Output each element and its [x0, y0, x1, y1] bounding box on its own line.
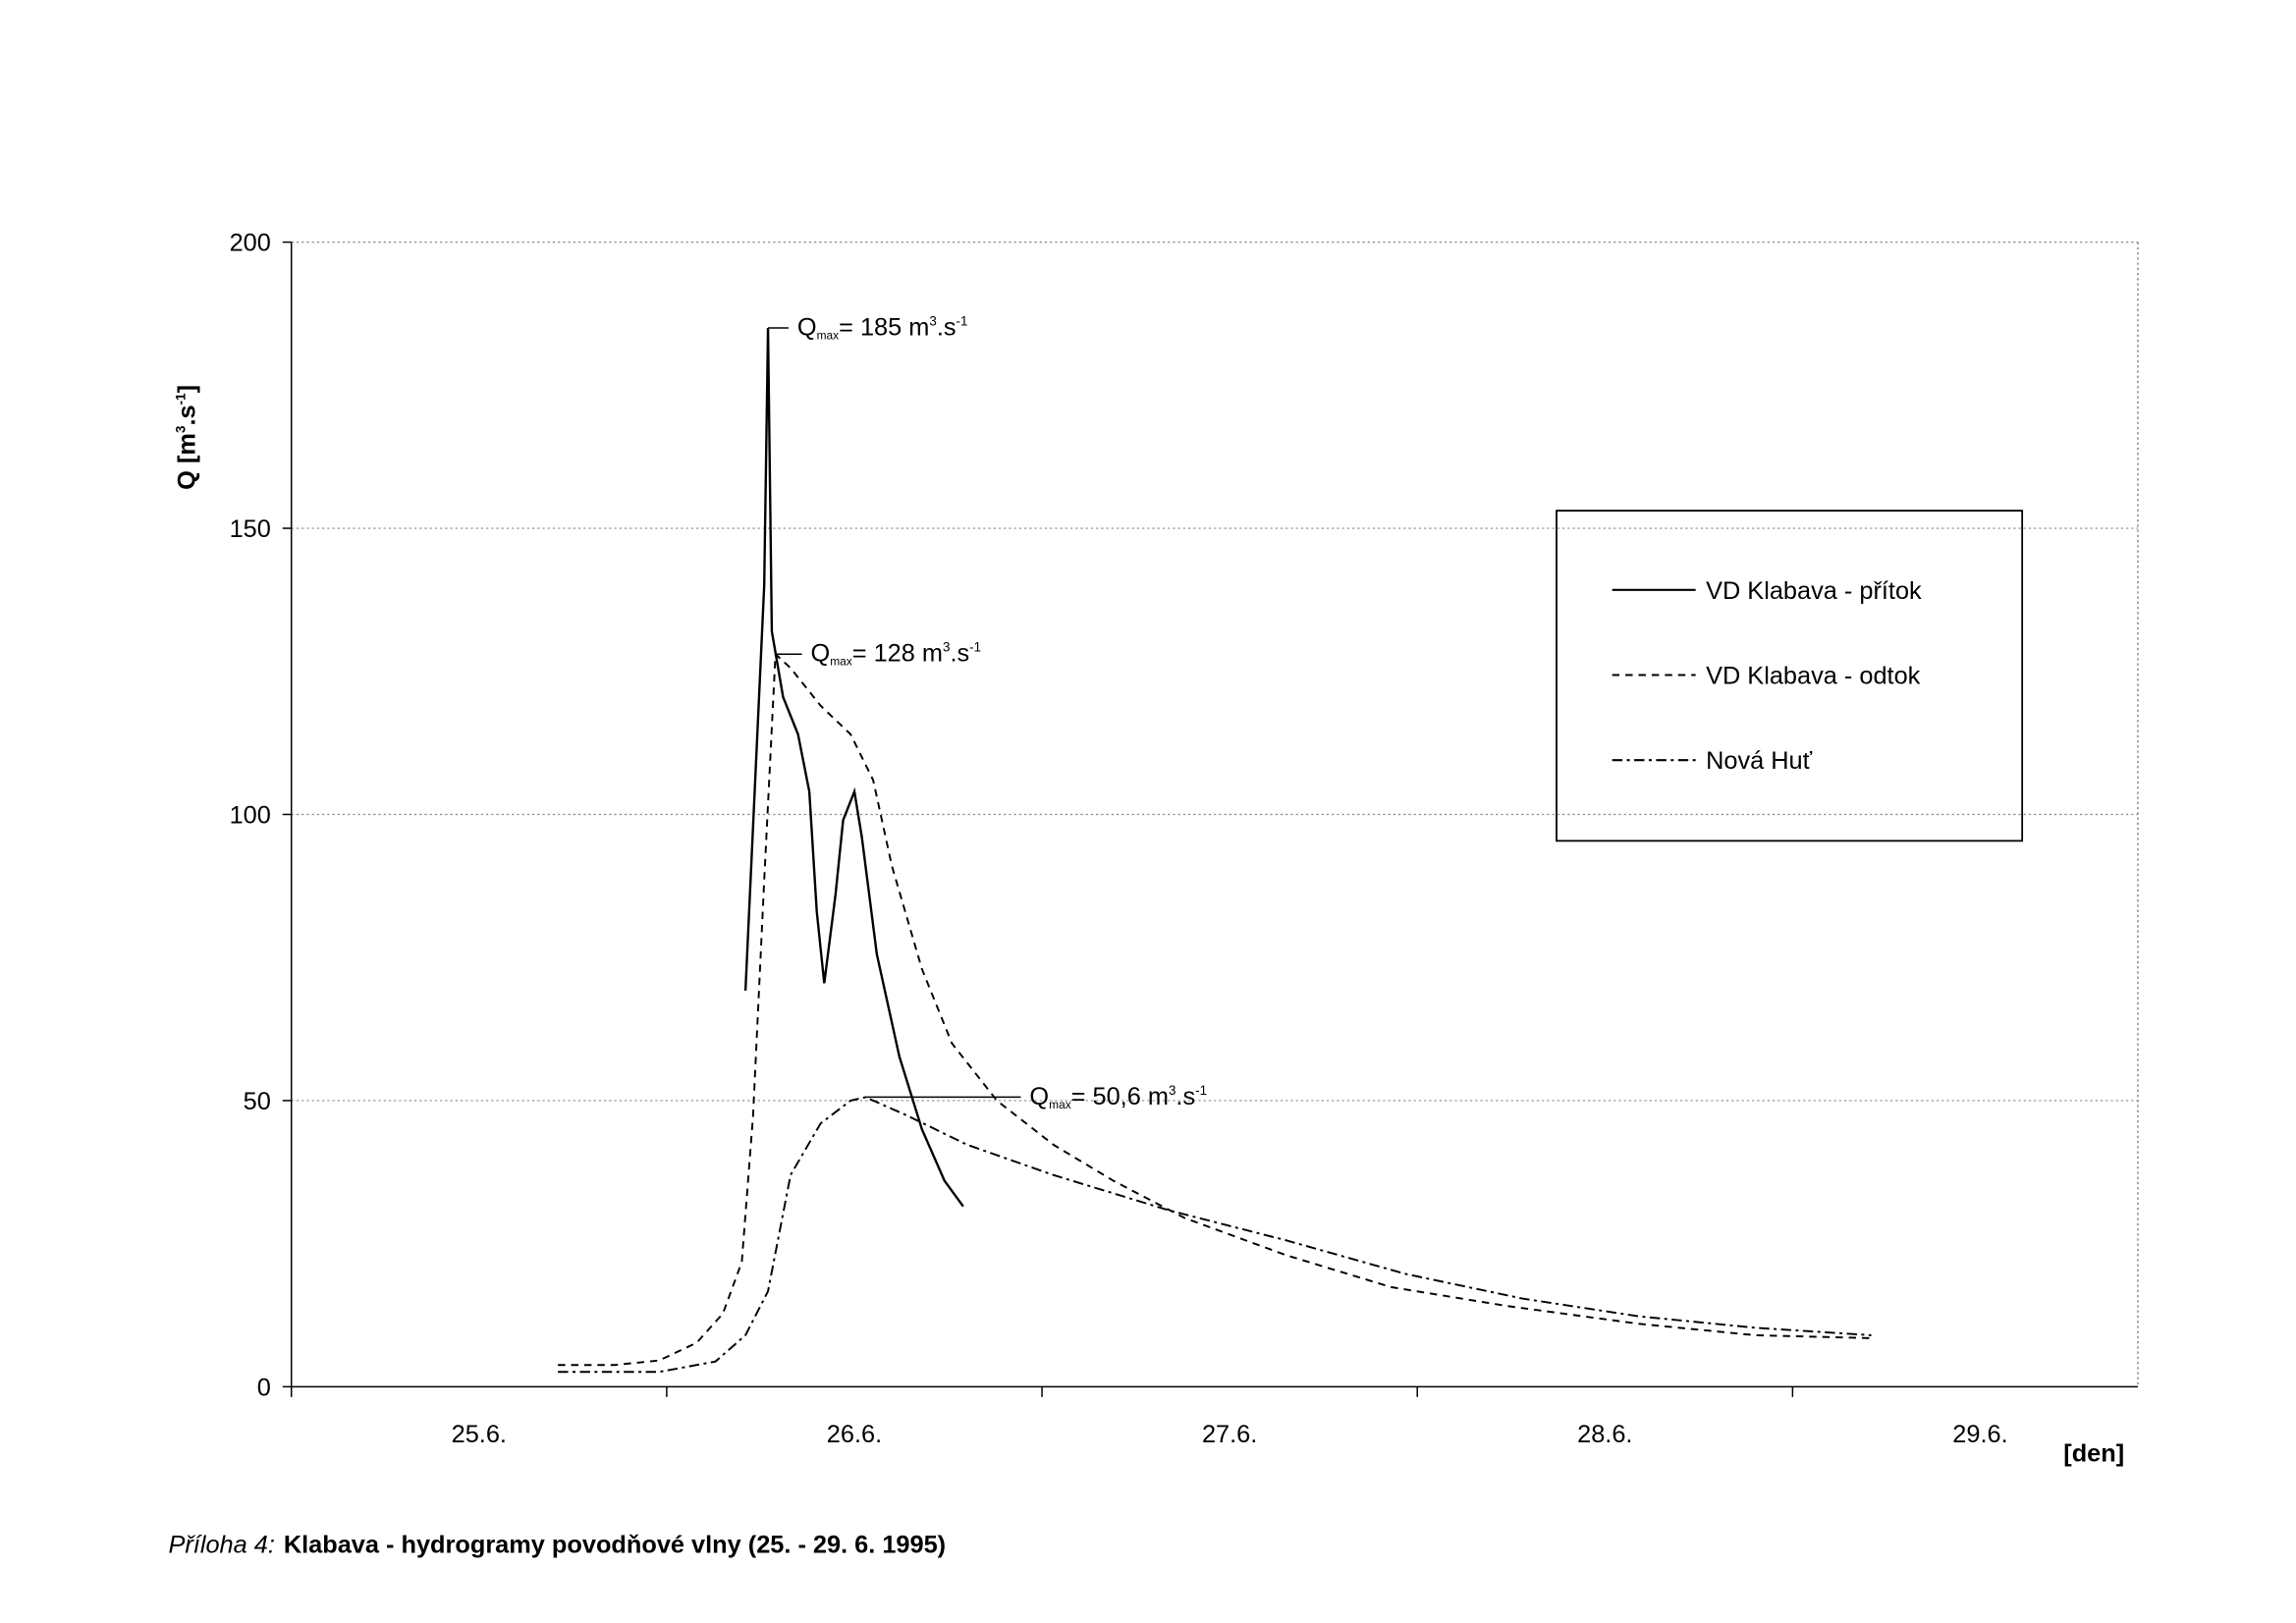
text-part: -1 [173, 393, 188, 405]
text-part: .s [1175, 1083, 1195, 1110]
caption: Příloha 4: Klabava - hydrogramy povodňové… [168, 1531, 946, 1558]
text-part: -1 [1195, 1082, 1207, 1097]
series-line [558, 1096, 1872, 1374]
text-part: max [817, 329, 840, 343]
legend-label: VD Klabava - odtok [1706, 662, 1921, 689]
annotation: Qmax= 185 m3.s-1 [797, 313, 968, 343]
annotation: Qmax= 50,6 m3.s-1 [1029, 1082, 1207, 1111]
text-part: 3 [929, 313, 936, 328]
text-part: .s [937, 313, 957, 341]
text-part: Q [797, 313, 817, 341]
text-part: = 128 m [852, 640, 943, 668]
annotation: Qmax= 128 m3.s-1 [810, 639, 981, 669]
x-unit: [den] [2063, 1440, 2124, 1468]
x-tick-label: 26.6. [827, 1421, 882, 1448]
text-part: .s [950, 640, 969, 668]
text-part: Q [810, 640, 830, 668]
text-part: 3 [943, 639, 950, 654]
legend-label: Nová Huť [1706, 747, 1813, 775]
text-part: -1 [969, 639, 981, 654]
x-tick-label: 27.6. [1202, 1421, 1257, 1448]
text-part: Q [m [173, 433, 200, 490]
series-line [558, 652, 1872, 1367]
x-tick-label: 28.6. [1577, 1421, 1632, 1448]
caption-prefix: Příloha 4: [168, 1531, 274, 1558]
series-line [743, 328, 964, 1208]
text-part: = 185 m [839, 313, 929, 341]
legend-box [1556, 510, 2024, 842]
text-part: -1 [957, 313, 968, 328]
legend-label: VD Klabava - přítok [1706, 577, 1922, 605]
text-part: Q [1029, 1083, 1049, 1110]
x-tick-label: 25.6. [452, 1421, 507, 1448]
y-tick-label: 100 [230, 801, 271, 829]
text-part: ] [173, 385, 200, 393]
y-tick-label: 200 [230, 230, 271, 257]
y-tick-label: 50 [244, 1088, 271, 1115]
caption-title: Klabava - hydrogramy povodňové vlny (25.… [284, 1531, 946, 1558]
y-tick-label: 150 [230, 515, 271, 543]
y-tick-label: 0 [257, 1374, 271, 1401]
text-part: 3 [1169, 1082, 1175, 1097]
y-axis-label: Q [m3.s-1] [173, 385, 200, 490]
text-part: 3 [173, 426, 188, 433]
text-part: .s [173, 405, 200, 425]
x-tick-label: 29.6. [1952, 1421, 2007, 1448]
text-part: max [830, 655, 852, 669]
text-part: max [1049, 1098, 1071, 1111]
text-part: = 50,6 m [1071, 1083, 1169, 1110]
